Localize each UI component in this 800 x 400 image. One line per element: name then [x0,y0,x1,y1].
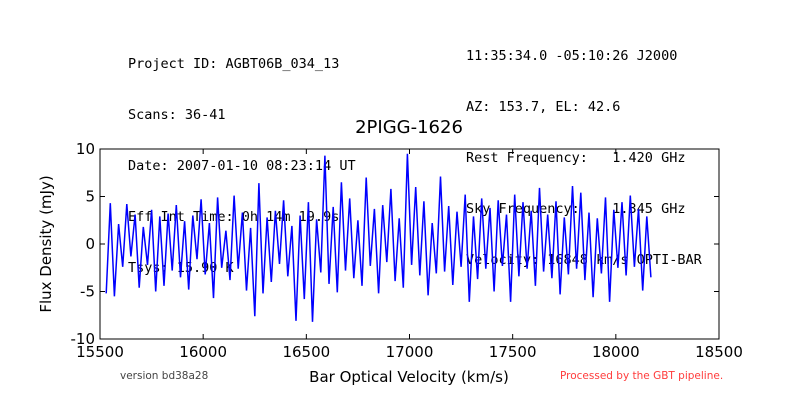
plot-area [105,153,652,322]
x-tick-label: 16000 [179,343,227,361]
y-axis-ticks: -10 -5 0 5 10 [71,140,719,348]
chart-title: 2PIGG-1626 [355,117,463,138]
x-tick-label: 17000 [386,343,434,361]
pipeline-note: Processed by the GBT pipeline. [560,370,724,382]
observation-info-right: 11:35:34.0 -05:10:26 J2000 AZ: 153.7, EL… [466,14,702,286]
y-tick-label: 0 [85,235,95,253]
x-axis-label: Bar Optical Velocity (km/s) [309,368,509,386]
sky-frequency-line: Sky Frequency: 1.345 GHz [466,201,686,217]
y-tick-label: 10 [76,140,95,158]
y-axis-label: Flux Density (mJy) [37,175,55,312]
rest-frequency-line: Rest Frequency: 1.420 GHz [466,150,686,166]
az-el-line: AZ: 153.7, EL: 42.6 [466,99,621,115]
coordinates-line: 11:35:34.0 -05:10:26 J2000 [466,48,678,64]
date-line: Date: 2007-01-10 08:23:14 UT [128,158,356,174]
spectrum-line-0 [105,153,652,322]
x-tick-label: 18500 [695,343,743,361]
x-axis-ticks: 15500 16000 16500 17000 17500 18000 18500 [76,149,743,361]
plot-frame [99,148,720,340]
x-tick-label: 15500 [76,343,124,361]
scans-line: Scans: 36-41 [128,107,226,123]
y-tick-label: 5 [85,188,95,206]
project-id-line: Project ID: AGBT06B_034_13 [128,56,340,72]
x-tick-label: 17500 [489,343,537,361]
x-tick-label: 18000 [592,343,640,361]
version-note: version bd38a28 [120,370,209,382]
x-tick-label: 16500 [282,343,330,361]
y-tick-label: -5 [80,283,95,301]
y-tick-label: -10 [71,330,96,348]
